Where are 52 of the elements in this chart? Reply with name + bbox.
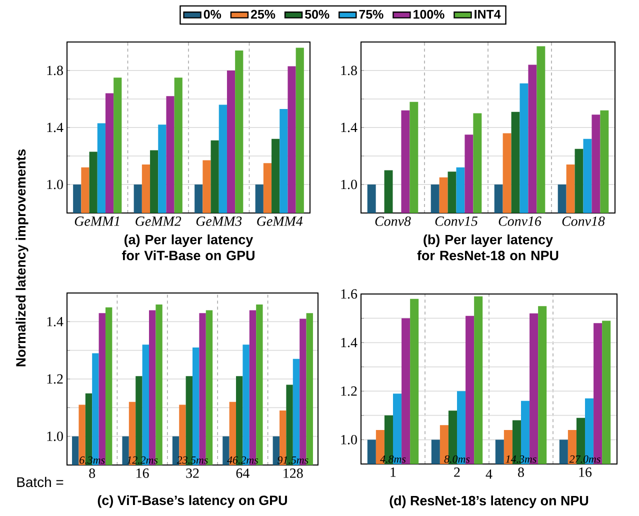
x-tick-label: 1 — [390, 468, 396, 477]
annotation: 23.5ms — [176, 456, 208, 464]
y-tick-label: 1.4 — [47, 122, 64, 132]
x-tick-label: GeMM3 — [196, 216, 242, 226]
x-axis-title: Batch = — [17, 476, 64, 488]
y-tick-label: 1.4 — [47, 316, 64, 326]
legend-label: 25% — [250, 10, 276, 19]
y-tick-label: 1.2 — [47, 374, 63, 384]
y-tick-label: 1.0 — [341, 434, 357, 444]
text: (c) ViT-Base’s latency on GPU — [98, 495, 287, 508]
annotation: 8.0ms — [444, 455, 470, 463]
y-tick-label: 1.4 — [341, 122, 358, 132]
x-tick-label: 128 — [284, 468, 303, 478]
text: 4 — [486, 469, 492, 479]
annotation: 14.3ms — [506, 455, 536, 463]
y-tick-label: 1.8 — [341, 66, 357, 76]
y-tick-label: 1.2 — [341, 386, 357, 396]
legend-label: INT4 — [474, 10, 501, 19]
x-tick-label: 8 — [518, 468, 524, 477]
x-tick-label: Conv8 — [375, 216, 411, 226]
y-axis-title: Normalized latency improvements — [16, 149, 28, 366]
y-tick-label: 1.0 — [47, 180, 63, 190]
y-tick-label: 1.4 — [341, 338, 358, 348]
x-tick-label: GeMM4 — [257, 216, 303, 226]
annotation: 27.0ms — [569, 455, 600, 463]
x-tick-label: Conv15 — [435, 216, 478, 226]
annotation: 6.3ms — [80, 456, 105, 464]
annotation: 91.5ms — [278, 456, 308, 464]
annotation: 46.2ms — [227, 456, 258, 464]
text: (a) Per layer latency for ViT-Base on GPU — [122, 234, 254, 260]
y-tick-label: 1.0 — [47, 432, 63, 442]
text: (d) ResNet-18’s latency on NPU — [390, 496, 588, 508]
legend-label: 0% — [204, 10, 222, 19]
x-tick-label: 8 — [89, 468, 96, 478]
annotation: 4.8ms — [380, 455, 406, 463]
x-tick-label: Conv16 — [498, 216, 542, 226]
legend-label: 50% — [305, 10, 330, 19]
x-tick-label: 32 — [186, 468, 199, 478]
text: (b) Per layer latency for ResNet-18 on NPU — [417, 234, 558, 260]
x-tick-label: GeMM1 — [74, 216, 120, 226]
legend-label: 100% — [414, 10, 444, 19]
x-tick-label: 2 — [454, 468, 460, 477]
x-tick-label: 16 — [579, 468, 592, 477]
y-tick-label: 1.0 — [341, 180, 357, 190]
x-tick-label: Conv18 — [562, 216, 605, 226]
y-tick-label: 1.8 — [47, 66, 63, 76]
x-tick-label: 16 — [136, 468, 149, 478]
annotation: 12.2ms — [127, 456, 158, 464]
legend-label: 75% — [359, 10, 384, 19]
x-tick-label: GeMM2 — [136, 216, 182, 226]
x-tick-label: 64 — [236, 468, 250, 478]
y-tick-label: 1.6 — [341, 289, 358, 299]
